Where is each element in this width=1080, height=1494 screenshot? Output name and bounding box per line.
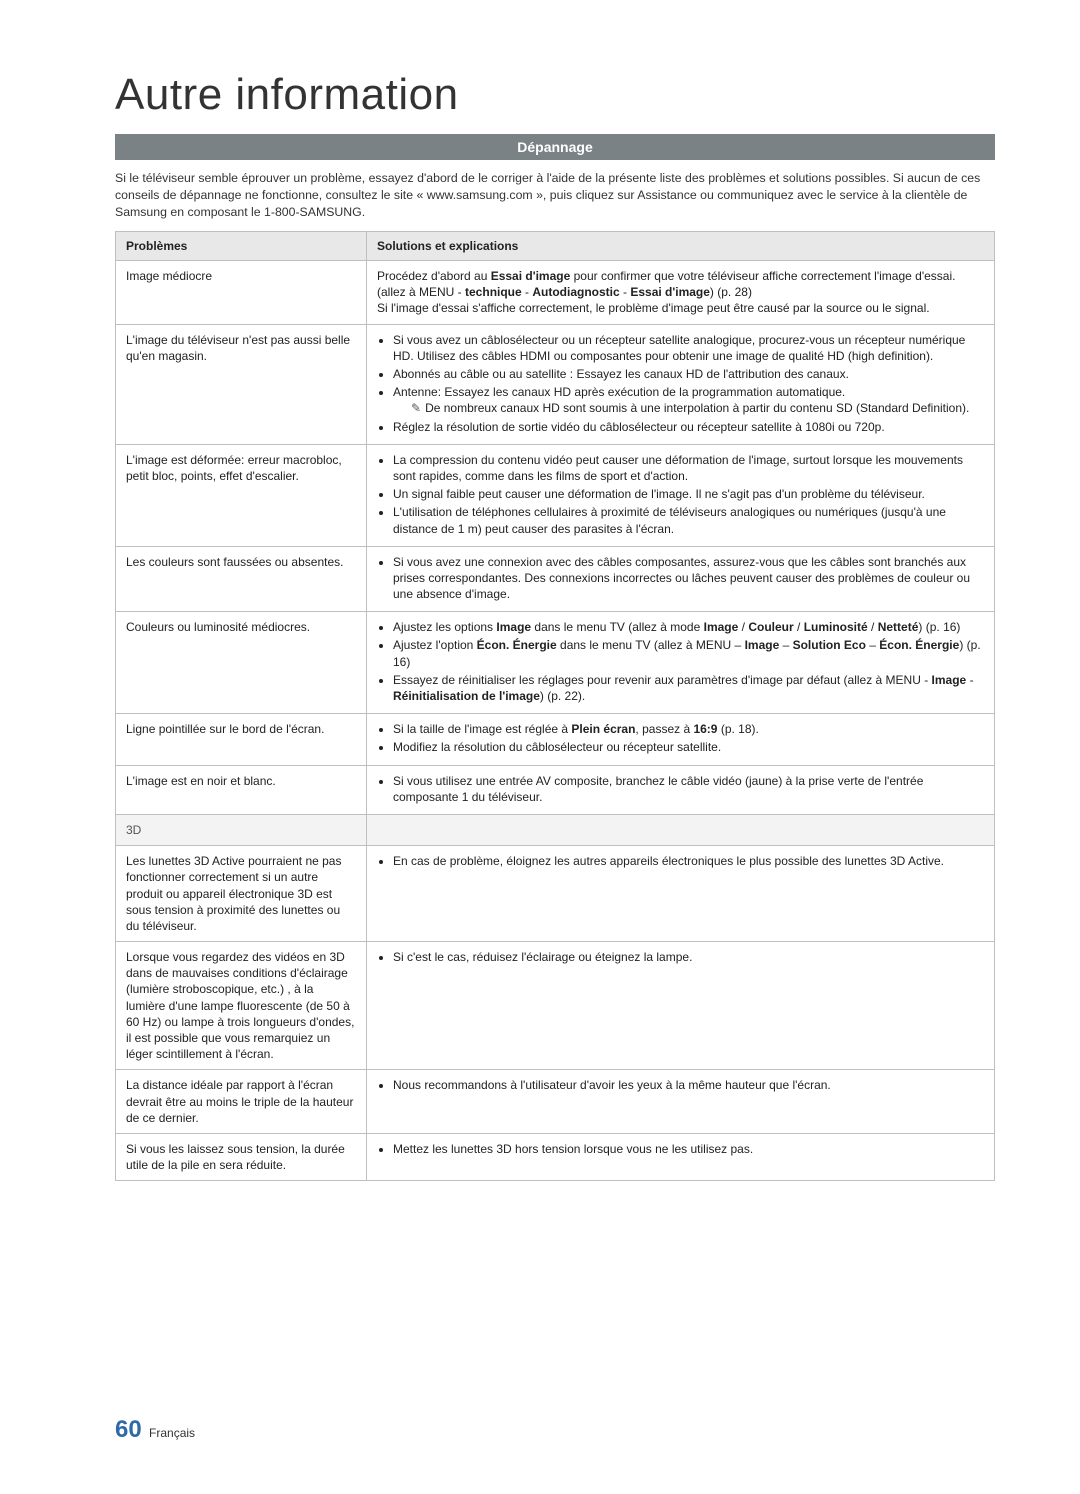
table-row: Image médiocreProcédez d'abord au Essai … <box>116 261 995 325</box>
problem-cell: Si vous les laissez sous tension, la dur… <box>116 1133 367 1180</box>
table-row: Lorsque vous regardez des vidéos en 3D d… <box>116 942 995 1070</box>
solution-cell: Nous recommandons à l'utilisateur d'avoi… <box>367 1070 995 1134</box>
solution-cell: Si c'est le cas, réduisez l'éclairage ou… <box>367 942 995 1070</box>
problem-cell: Les couleurs sont faussées ou absentes. <box>116 546 367 612</box>
col-header-solutions: Solutions et explications <box>367 231 995 260</box>
solution-cell: Procédez d'abord au Essai d'image pour c… <box>367 261 995 325</box>
page-footer: 60 Français <box>115 1416 195 1444</box>
footer-language: Français <box>149 1426 195 1440</box>
page-number: 60 <box>115 1416 142 1443</box>
section-ribbon: Dépannage <box>115 134 995 160</box>
problem-cell: L'image du téléviseur n'est pas aussi be… <box>116 324 367 444</box>
section-header-cell: 3D <box>116 814 367 845</box>
solution-cell: La compression du contenu vidéo peut cau… <box>367 444 995 546</box>
solution-cell: Si la taille de l'image est réglée à Ple… <box>367 714 995 765</box>
problem-cell: Lorsque vous regardez des vidéos en 3D d… <box>116 942 367 1070</box>
troubleshooting-table: Problèmes Solutions et explications Imag… <box>115 231 995 1181</box>
solution-cell: Si vous utilisez une entrée AV composite… <box>367 765 995 814</box>
solution-cell: Si vous avez un câblosélecteur ou un réc… <box>367 324 995 444</box>
table-row: Si vous les laissez sous tension, la dur… <box>116 1133 995 1180</box>
table-row: 3D <box>116 814 995 845</box>
problem-cell: Ligne pointillée sur le bord de l'écran. <box>116 714 367 765</box>
page-title: Autre information <box>115 70 995 120</box>
note-icon: ✎ <box>411 400 421 416</box>
table-row: Ligne pointillée sur le bord de l'écran.… <box>116 714 995 765</box>
table-row: L'image est déformée: erreur macrobloc, … <box>116 444 995 546</box>
table-row: La distance idéale par rapport à l'écran… <box>116 1070 995 1134</box>
table-row: Les lunettes 3D Active pourraient ne pas… <box>116 846 995 942</box>
col-header-problems: Problèmes <box>116 231 367 260</box>
solution-cell: Ajustez les options Image dans le menu T… <box>367 612 995 714</box>
table-row: L'image du téléviseur n'est pas aussi be… <box>116 324 995 444</box>
table-row: Les couleurs sont faussées ou absentes.S… <box>116 546 995 612</box>
problem-cell: Couleurs ou luminosité médiocres. <box>116 612 367 714</box>
problem-cell: Image médiocre <box>116 261 367 325</box>
problem-cell: La distance idéale par rapport à l'écran… <box>116 1070 367 1134</box>
section-header-empty <box>367 814 995 845</box>
intro-paragraph: Si le téléviseur semble éprouver un prob… <box>115 170 995 221</box>
table-row: Couleurs ou luminosité médiocres.Ajustez… <box>116 612 995 714</box>
problem-cell: Les lunettes 3D Active pourraient ne pas… <box>116 846 367 942</box>
solution-cell: En cas de problème, éloignez les autres … <box>367 846 995 942</box>
table-body: Image médiocreProcédez d'abord au Essai … <box>116 261 995 1181</box>
problem-cell: L'image est en noir et blanc. <box>116 765 367 814</box>
solution-cell: Mettez les lunettes 3D hors tension lors… <box>367 1133 995 1180</box>
solution-cell: Si vous avez une connexion avec des câbl… <box>367 546 995 612</box>
document-page: Autre information Dépannage Si le télévi… <box>0 0 1080 1494</box>
table-row: L'image est en noir et blanc.Si vous uti… <box>116 765 995 814</box>
problem-cell: L'image est déformée: erreur macrobloc, … <box>116 444 367 546</box>
